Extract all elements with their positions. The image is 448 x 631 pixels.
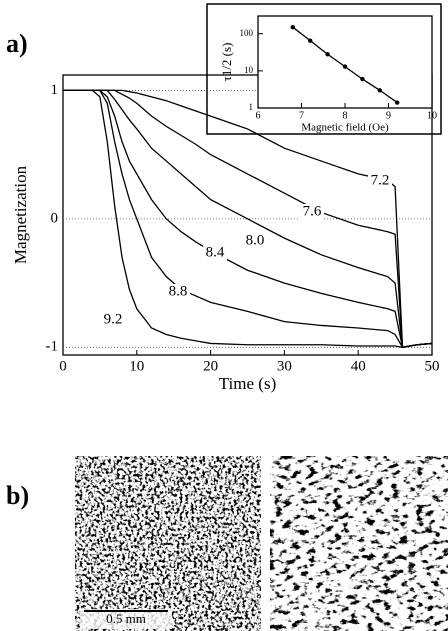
data-point: [377, 88, 382, 93]
y-tick-label: 100: [240, 28, 254, 38]
y-tick-label: 0: [51, 210, 59, 226]
x-tick-label: 20: [203, 358, 218, 374]
curve-label-bg: [300, 204, 324, 220]
data-line: [63, 89, 433, 348]
data-point: [325, 52, 330, 57]
panel-label: b): [6, 481, 29, 510]
x-tick-label: 10: [129, 358, 144, 374]
x-tick-label: 6: [256, 110, 261, 121]
curve-label: 8.4: [206, 244, 225, 260]
curve-label: 8.0: [246, 232, 265, 248]
x-axis-label: Time (s): [219, 374, 276, 393]
y-tick-label: 10: [244, 65, 254, 75]
x-tick-label: 10: [427, 110, 437, 121]
scale-bar-label: 0.5 mm: [106, 611, 146, 626]
y-tick-label: 1: [51, 82, 59, 98]
data-point: [342, 64, 348, 69]
y-axis-label: Magnetization: [11, 165, 30, 264]
curve-label-bg: [243, 233, 267, 249]
y-axis-label: τ1/2 (s): [219, 43, 234, 82]
curve-label-bg: [368, 173, 392, 189]
image-right: [270, 456, 448, 631]
x-tick-label: 8: [343, 110, 348, 121]
data-line: [63, 89, 433, 349]
curve-label-bg: [101, 312, 125, 328]
curve-label-bg: [166, 284, 190, 300]
data-point: [360, 76, 365, 82]
plot: [290, 24, 400, 105]
panel-label: a): [6, 29, 28, 58]
data-line: [63, 89, 433, 349]
x-tick-label: 50: [425, 358, 440, 374]
data-point: [290, 24, 295, 30]
x-axis-label: Magnetic field (Oe): [301, 122, 389, 134]
curve-label: 7.2: [371, 172, 390, 188]
data-point: [308, 38, 313, 43]
curve-label-bg: [203, 245, 227, 261]
x-tick-label: 9: [386, 110, 391, 121]
data-point: [395, 100, 400, 105]
x-tick-label: 0: [59, 358, 67, 374]
plot-frame: [257, 15, 433, 109]
curve-label: 7.6: [303, 203, 322, 219]
y-tick-label: -1: [46, 339, 59, 355]
image-left: 0.5 mm: [75, 456, 261, 631]
x-tick-label: 40: [351, 358, 366, 374]
plot: 7.2 7.6 8.0 8.4 8.8 9.2: [63, 89, 433, 349]
x-tick-label: 30: [277, 358, 292, 374]
x-tick-label: 7: [299, 110, 304, 121]
plot-frame: [62, 74, 433, 356]
curve-label: 8.8: [169, 283, 188, 299]
curve-label: 9.2: [104, 311, 123, 327]
y-tick-label: 1: [249, 102, 254, 112]
